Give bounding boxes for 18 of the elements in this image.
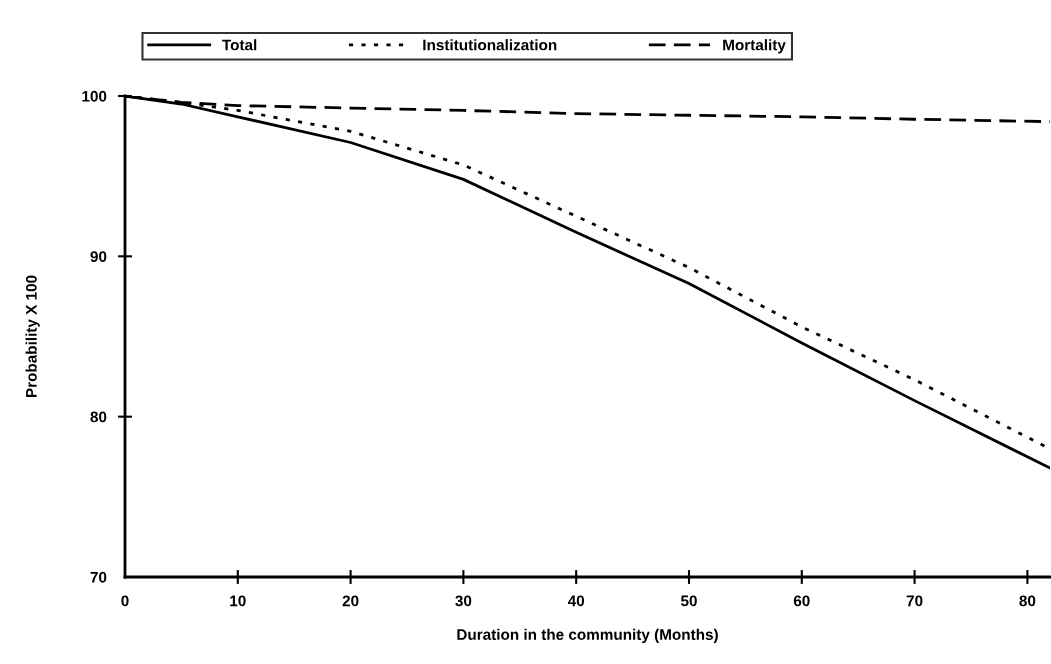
legend-label: Mortality xyxy=(723,39,786,54)
x-tick-label: 30 xyxy=(455,595,472,607)
x-tick-label: 60 xyxy=(793,595,810,607)
x-tick-label: 70 xyxy=(906,595,923,607)
y-axis-title: Probability X 100 xyxy=(25,275,40,398)
y-tick-label: 80 xyxy=(90,411,107,423)
x-tick-label: 10 xyxy=(230,595,246,607)
x-tick-label: 0 xyxy=(121,595,129,607)
y-tick-label: 90 xyxy=(90,251,107,263)
legend-label: Total xyxy=(222,39,257,51)
y-tick-label: 70 xyxy=(90,571,107,583)
x-axis-title: Duration in the community (Months) xyxy=(457,628,718,643)
x-tick-label: 80 xyxy=(1019,595,1036,607)
legend-label: Institutionalization xyxy=(423,39,557,51)
x-tick-label: 20 xyxy=(342,595,359,607)
y-tick-label: 100 xyxy=(82,90,107,102)
x-tick-label: 40 xyxy=(567,595,585,607)
x-tick-label: 50 xyxy=(680,595,697,607)
